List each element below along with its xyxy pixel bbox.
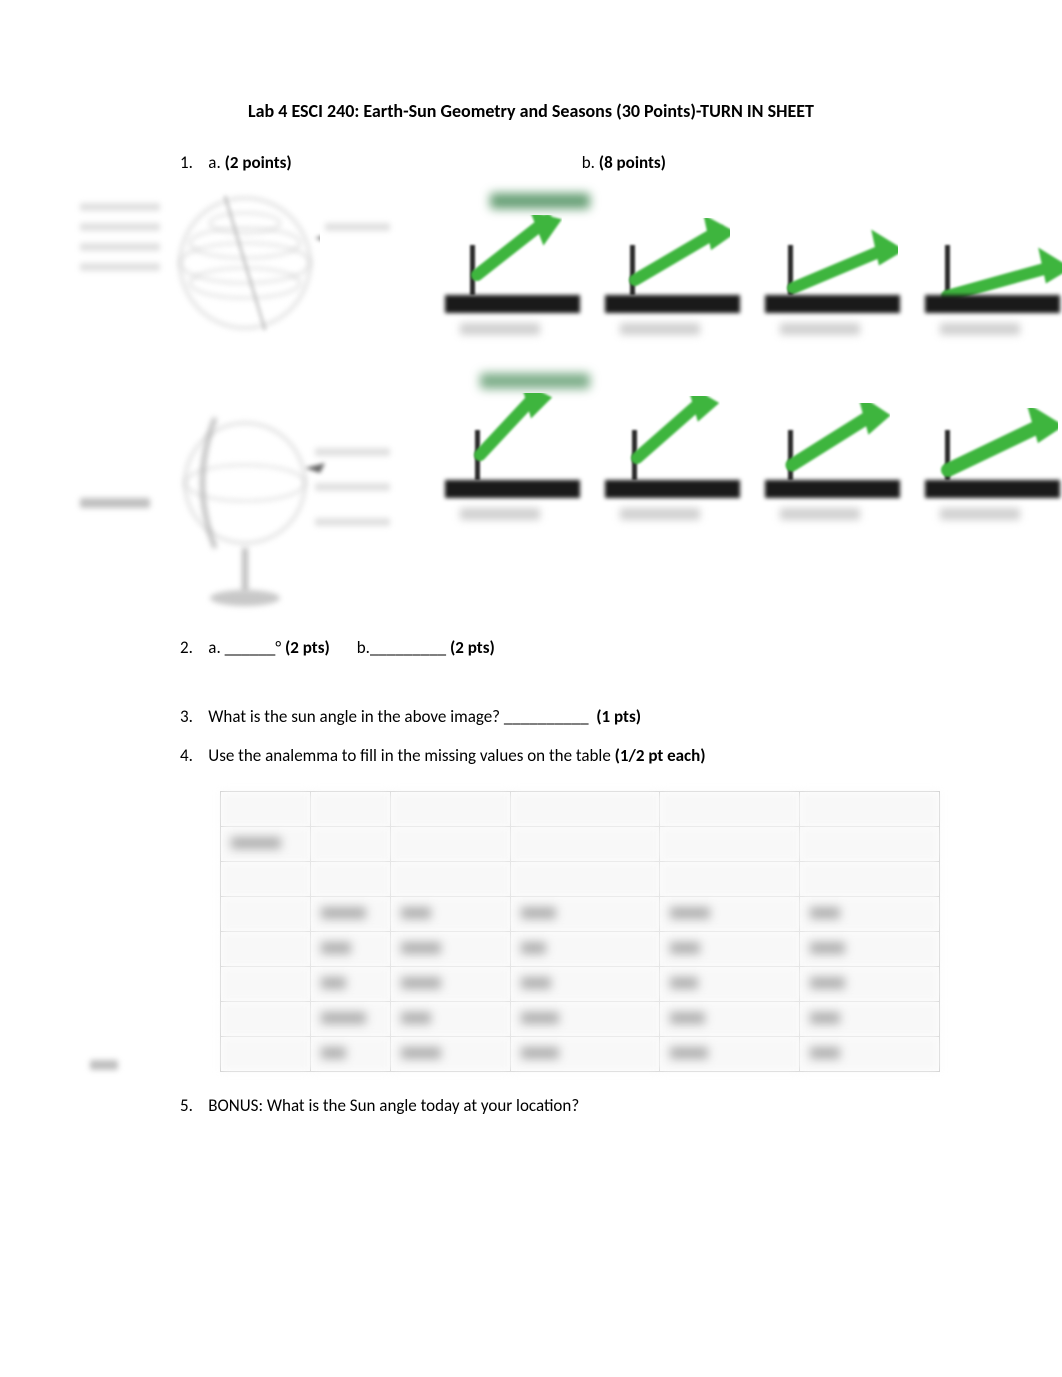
sun-ray-icon [768, 228, 898, 303]
sun-ray-icon [458, 393, 558, 478]
chart-cell [920, 408, 1062, 498]
shadow-bar [765, 480, 900, 498]
q2-b-blank: _________ [370, 637, 446, 658]
cell-caption [460, 323, 540, 335]
cell-caption [780, 323, 860, 335]
q1-b-points: (8 points) [599, 152, 666, 173]
sun-ray-icon [610, 218, 730, 298]
cell-caption [940, 323, 1020, 335]
shadow-bar [605, 295, 740, 313]
question-1-row: 1. a. (2 points) b. (8 points) [50, 152, 1012, 173]
globe-area [130, 188, 400, 618]
q1-a: 1. a. (2 points) [180, 152, 292, 173]
sun-ray-icon [928, 408, 1058, 488]
shadow-bar [445, 295, 580, 313]
q1-a-points: (2 points) [225, 152, 292, 173]
question-5-row: 5. BONUS: What is the Sun angle today at… [50, 1091, 1012, 1122]
top-globe [170, 188, 320, 338]
q2-a-blank: ______ [225, 637, 276, 658]
cell-caption [620, 508, 700, 520]
q3-number: 3. [180, 706, 193, 727]
cell-caption [460, 508, 540, 520]
chart-area [420, 188, 1062, 618]
bottom-globe [160, 398, 340, 618]
shadow-bar [925, 480, 1060, 498]
sun-ray-icon [452, 215, 562, 295]
q4-text: Use the analemma to fill in the missing … [208, 745, 611, 766]
q2-number: 2. [180, 637, 193, 658]
chart-cell [440, 408, 585, 498]
q2-a-points: (2 pts) [285, 637, 330, 658]
globe-label [80, 243, 160, 251]
globe-label [325, 223, 390, 231]
q2-b-prefix: b. [357, 637, 370, 658]
page-title: Lab 4 ESCI 240: Earth-Sun Geometry and S… [50, 100, 1012, 122]
globe-label [80, 203, 160, 211]
question-5: 5. BONUS: What is the Sun angle today at… [180, 1091, 1012, 1122]
q1-b: b. (8 points) [582, 152, 666, 173]
q2-a-prefix: a. [208, 637, 220, 658]
chart-cell [440, 223, 585, 313]
side-marker [90, 1060, 118, 1070]
data-table [220, 791, 940, 1072]
questions-list: 2. a. ______° (2 pts) b._________ (2 pts… [50, 633, 1012, 771]
table-row [221, 897, 940, 932]
question-2: 2. a. ______° (2 pts) b._________ (2 pts… [180, 633, 1012, 664]
chart-cell [920, 223, 1062, 313]
globe-label [315, 483, 390, 491]
chart-cell [760, 223, 905, 313]
q2-a-suffix: ° [275, 637, 281, 658]
globe-label [80, 263, 160, 271]
q1-number: 1. [180, 152, 193, 173]
table-section [220, 791, 940, 1071]
q2-b-points: (2 pts) [450, 637, 495, 658]
q5-text: BONUS: What is the Sun angle today at yo… [208, 1095, 579, 1116]
table-row [221, 1002, 940, 1037]
globe-label [315, 518, 390, 526]
question-4: 4. Use the analemma to fill in the missi… [180, 741, 1012, 772]
chart-cell [600, 408, 745, 498]
table-row [221, 1037, 940, 1072]
shadow-bar [765, 295, 900, 313]
sun-ray-icon [770, 403, 890, 483]
q4-number: 4. [180, 745, 193, 766]
chart-header-top [490, 193, 590, 209]
table-row [221, 862, 940, 897]
table-row [221, 967, 940, 1002]
q3-blank: __________ [504, 706, 589, 727]
table-row [221, 827, 940, 862]
q1-a-prefix: a. [208, 152, 220, 173]
globe-label [80, 498, 150, 508]
chart-row-label [480, 373, 590, 389]
q4-points: (1/2 pt each) [615, 745, 706, 766]
q3-text: What is the sun angle in the above image… [208, 706, 500, 727]
shadow-bar [925, 295, 1060, 313]
q3-points: (1 pts) [596, 706, 641, 727]
diagram-section [50, 188, 1012, 618]
chart-cell [600, 223, 745, 313]
cell-caption [940, 508, 1020, 520]
shadow-bar [445, 480, 580, 498]
cell-caption [780, 508, 860, 520]
table-row [221, 792, 940, 827]
q1-b-prefix: b. [582, 152, 595, 173]
globe-label [80, 223, 160, 231]
q5-number: 5. [180, 1095, 193, 1116]
chart-cell [760, 408, 905, 498]
cell-caption [620, 323, 700, 335]
sun-ray-icon [615, 396, 720, 481]
shadow-bar [605, 480, 740, 498]
question-3: 3. What is the sun angle in the above im… [180, 702, 1012, 733]
table-row [221, 932, 940, 967]
globe-label [315, 448, 390, 456]
